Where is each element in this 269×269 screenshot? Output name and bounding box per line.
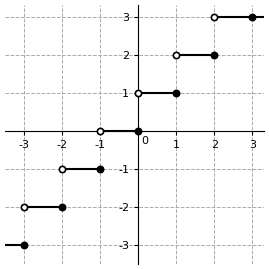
Text: 0: 0 xyxy=(141,136,148,146)
